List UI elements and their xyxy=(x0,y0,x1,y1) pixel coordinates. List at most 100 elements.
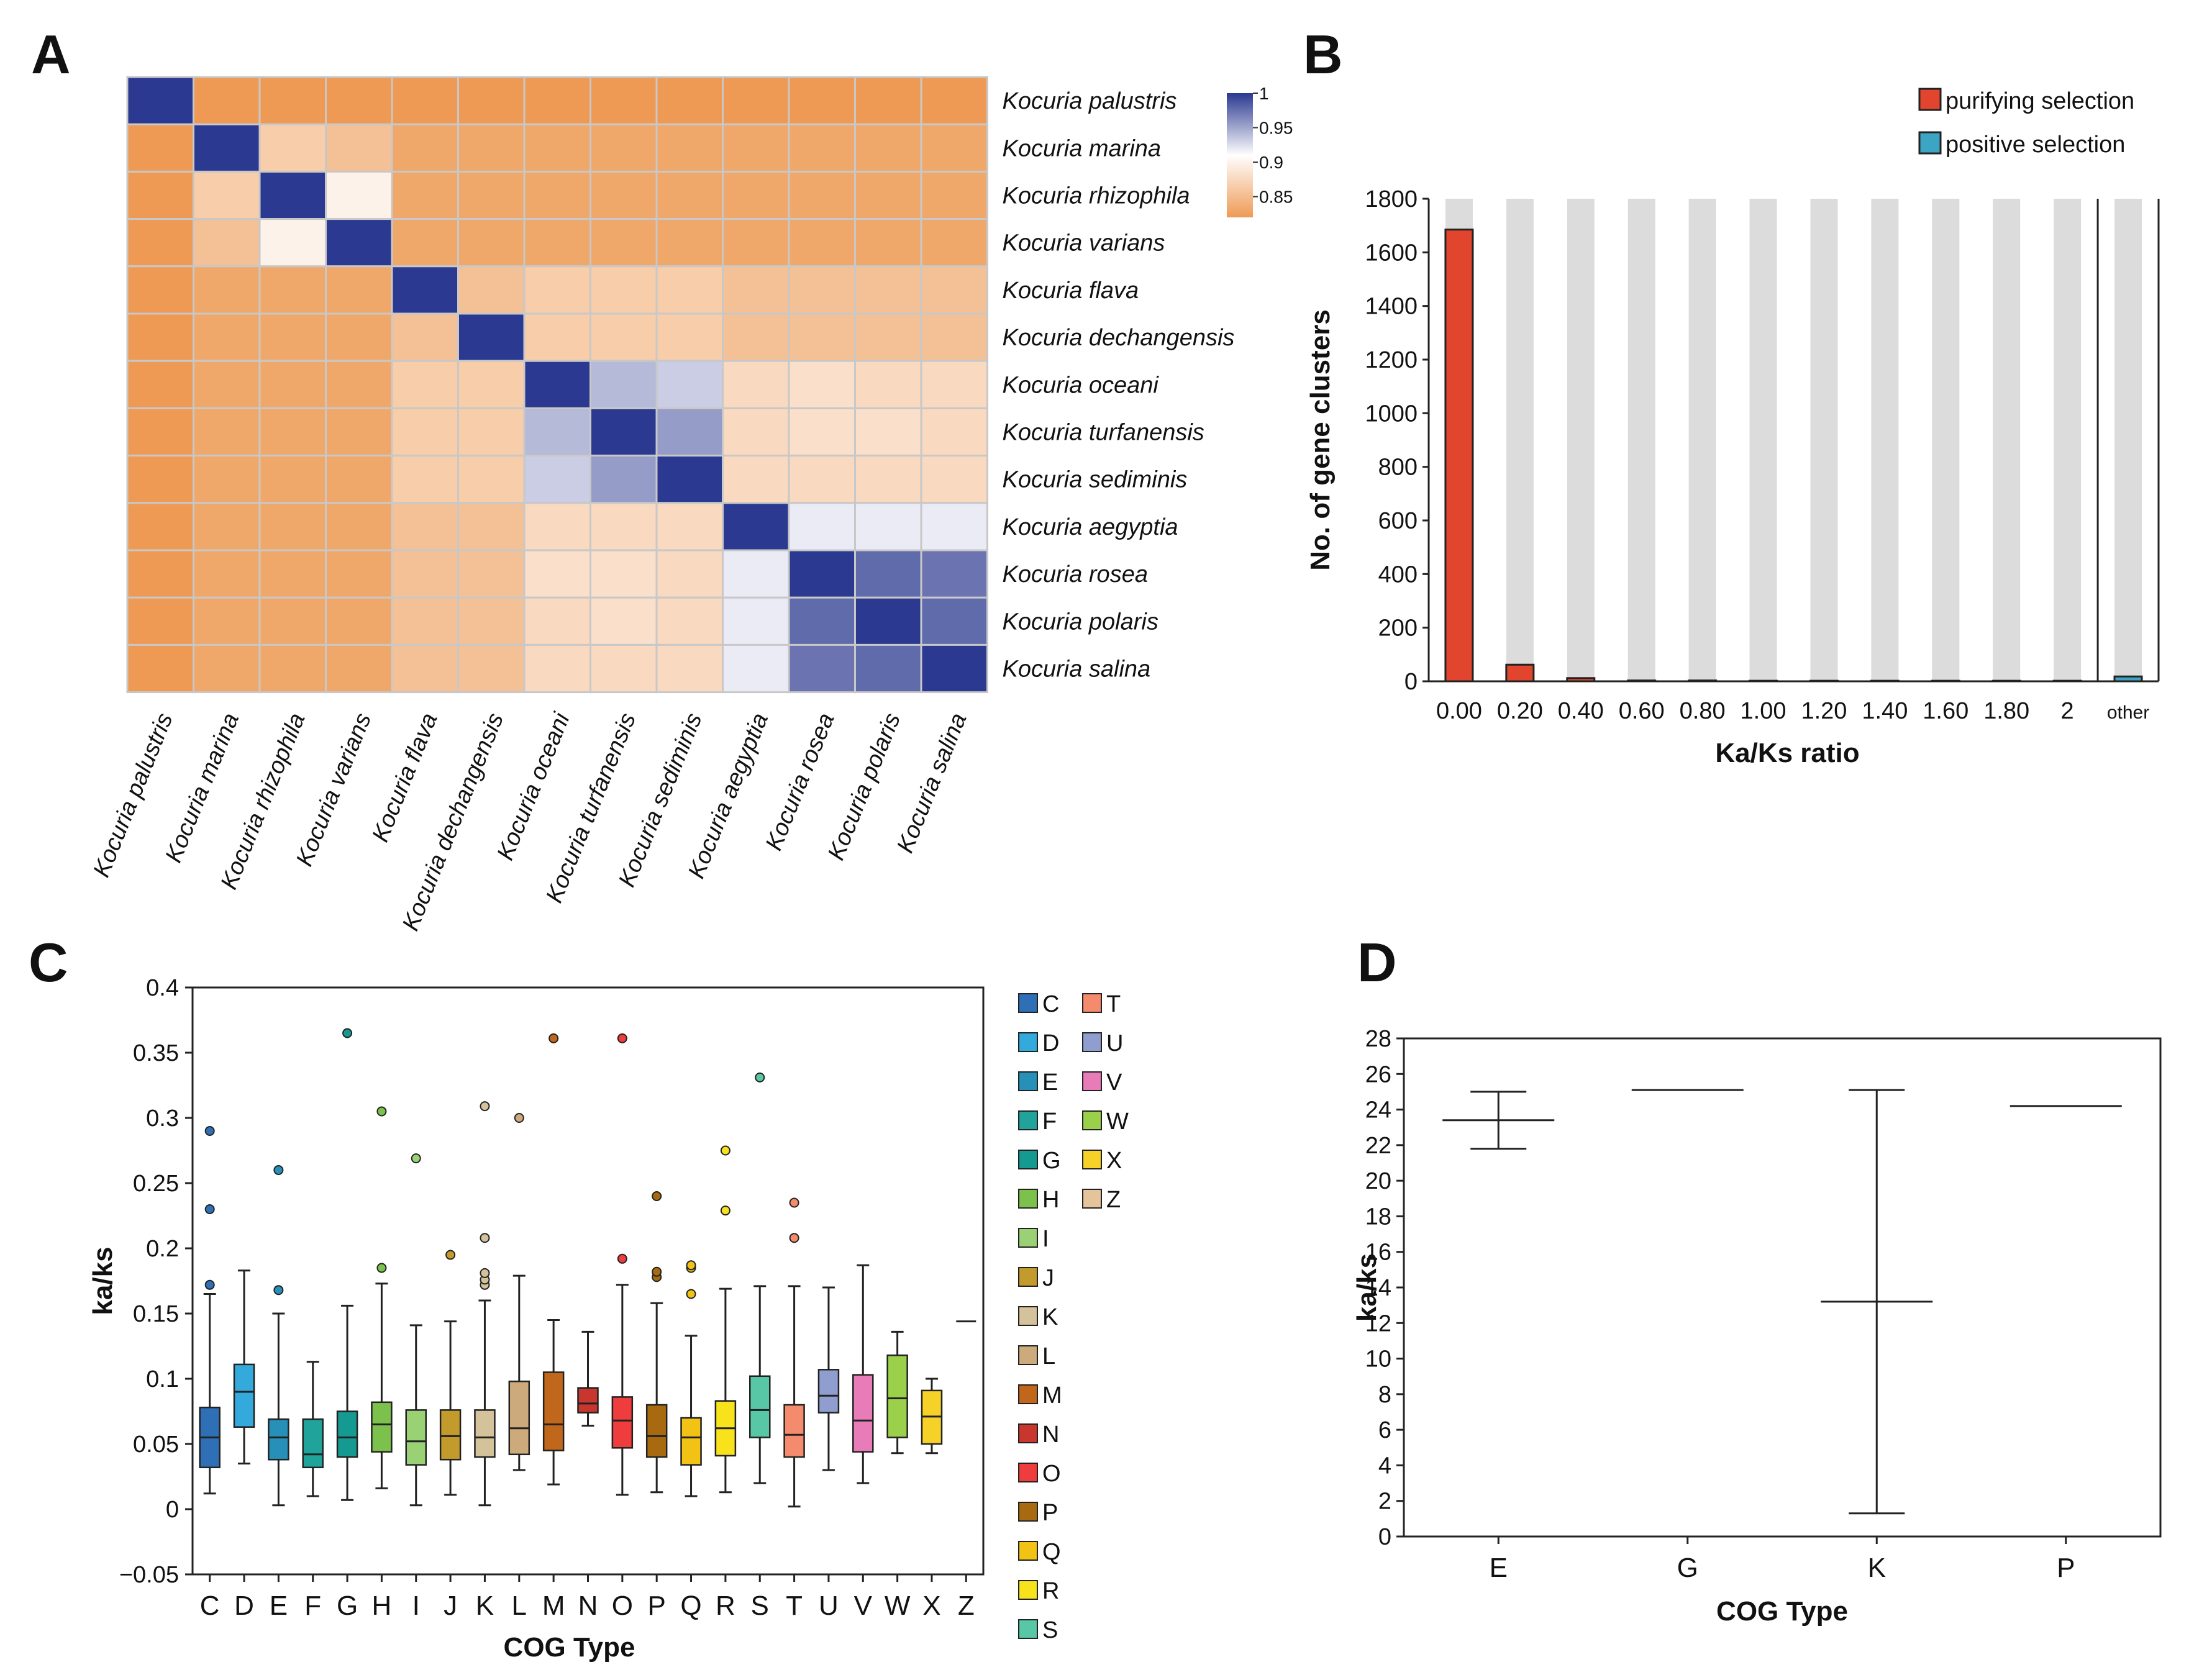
box-F xyxy=(302,1418,324,1469)
outlier-point xyxy=(342,1028,353,1038)
x-tick-label: L xyxy=(512,1591,527,1621)
heatmap-cell xyxy=(589,455,658,504)
heatmap-cell xyxy=(854,123,922,173)
y-tick-label: 0.3 xyxy=(146,1105,179,1132)
x-tick-label: F xyxy=(304,1591,321,1621)
heatmap-cell xyxy=(722,502,790,552)
x-tick-label: E xyxy=(1490,1553,1508,1583)
heatmap-panel: Kocuria palustris Kocuria marina Kocuria r… xyxy=(88,76,1293,935)
outlier-point xyxy=(376,1106,387,1117)
heatmap-cell xyxy=(854,596,922,646)
row-label: Kocuria dechangensis xyxy=(1003,325,1235,351)
legend-swatch-positive xyxy=(1918,131,1942,155)
y-tick-label: 0 xyxy=(1378,1524,1391,1550)
heatmap-cell xyxy=(457,407,526,457)
x-tick-label: K xyxy=(1868,1553,1886,1583)
heatmap-cell xyxy=(258,360,327,409)
heatmap-cell xyxy=(920,360,988,409)
heatmap-cell xyxy=(854,312,922,362)
outlier-point xyxy=(686,1260,696,1271)
outlier-point xyxy=(411,1153,421,1164)
heatmap-cell xyxy=(523,643,591,694)
legend-swatch xyxy=(1018,1071,1038,1091)
box-E xyxy=(268,1418,289,1461)
outlier-point xyxy=(376,1263,387,1273)
outlier-point xyxy=(617,1033,627,1043)
x-tick-label: S xyxy=(751,1591,769,1621)
heatmap-cell xyxy=(854,643,922,694)
heatmap-cell xyxy=(523,312,591,362)
legend-swatch xyxy=(1018,993,1038,1013)
y-tick-label: 16 xyxy=(1365,1240,1391,1266)
heatmap-cell xyxy=(391,596,459,646)
heatmap-cell xyxy=(391,643,459,694)
heatmap-cell xyxy=(788,312,856,362)
legend-label: Z xyxy=(1106,1187,1121,1213)
y-tick-label: 14 xyxy=(1365,1275,1391,1301)
y-tick-label: 0 xyxy=(166,1497,179,1523)
heatmap-cell xyxy=(391,218,459,268)
x-tick-label: N xyxy=(578,1591,598,1621)
outlier-point xyxy=(273,1165,284,1175)
y-tick-label: 1600 xyxy=(1365,240,1418,266)
row-label: Kocuria turfanensis xyxy=(1003,420,1204,446)
heatmap-cell xyxy=(391,123,459,173)
x-tick-label: 2 xyxy=(2061,698,2074,724)
x-tick-label: R xyxy=(716,1591,735,1621)
y-tick-label: 1200 xyxy=(1365,347,1418,373)
outlier-point xyxy=(789,1233,799,1243)
background-bar xyxy=(2114,199,2142,681)
legend-label: V xyxy=(1106,1069,1122,1096)
heatmap-cell xyxy=(258,123,327,173)
heatmap-cell xyxy=(722,455,790,504)
legend-swatch xyxy=(1082,1032,1102,1052)
outlier-point xyxy=(204,1279,215,1290)
y-tick-label: 22 xyxy=(1365,1133,1391,1159)
heatmap-cell xyxy=(126,218,194,268)
outlier-point xyxy=(686,1289,696,1299)
heatmap-cell xyxy=(193,643,261,694)
heatmap-cell xyxy=(655,218,724,268)
y-axis-title: ka/ks xyxy=(88,1246,118,1315)
outlier-point xyxy=(204,1204,215,1214)
heatmap-cell xyxy=(854,76,922,125)
heatmap-cell xyxy=(655,596,724,646)
x-tick-label: P xyxy=(2057,1553,2075,1583)
legend-swatch xyxy=(1018,1541,1038,1561)
outlier-point xyxy=(789,1197,799,1208)
x-axis-title: COG Type xyxy=(504,1632,635,1663)
heatmap-cell xyxy=(523,76,591,125)
y-tick-label: 600 xyxy=(1378,508,1418,534)
heatmap-cell xyxy=(457,123,526,173)
legend-label: H xyxy=(1042,1187,1059,1213)
box-K xyxy=(474,1409,496,1458)
legend-swatch xyxy=(1018,1345,1038,1365)
background-bar xyxy=(1688,199,1716,681)
heatmap-cell xyxy=(325,549,393,599)
y-tick-label: 26 xyxy=(1365,1061,1391,1087)
legend-label: G xyxy=(1042,1148,1061,1174)
box-V xyxy=(852,1374,874,1453)
box-G xyxy=(336,1410,358,1458)
heatmap-cell xyxy=(655,123,724,173)
heatmap-cell xyxy=(126,360,194,409)
x-axis-title: Ka/Ks ratio xyxy=(1715,738,1859,768)
x-tick-label: 0.00 xyxy=(1436,698,1482,724)
column-label: Kocuria salina xyxy=(892,709,972,856)
heatmap-cell xyxy=(589,312,658,362)
x-tick-label: 1.20 xyxy=(1801,698,1847,724)
x-tick-label: 1.60 xyxy=(1923,698,1968,724)
heatmap-cell xyxy=(788,123,856,173)
heatmap-cell xyxy=(788,360,856,409)
heatmap-cell xyxy=(523,265,591,315)
heatmap-cell xyxy=(920,218,988,268)
box-T xyxy=(783,1404,805,1458)
heatmap-cell xyxy=(854,360,922,409)
y-tick-label: 1800 xyxy=(1365,186,1418,212)
legend-swatch xyxy=(1082,1071,1102,1091)
heatmap-cell xyxy=(722,549,790,599)
legend-swatch xyxy=(1018,1423,1038,1443)
bar-purifying xyxy=(1505,663,1535,683)
outlier-point xyxy=(514,1113,524,1123)
heatmap-cell xyxy=(457,455,526,504)
